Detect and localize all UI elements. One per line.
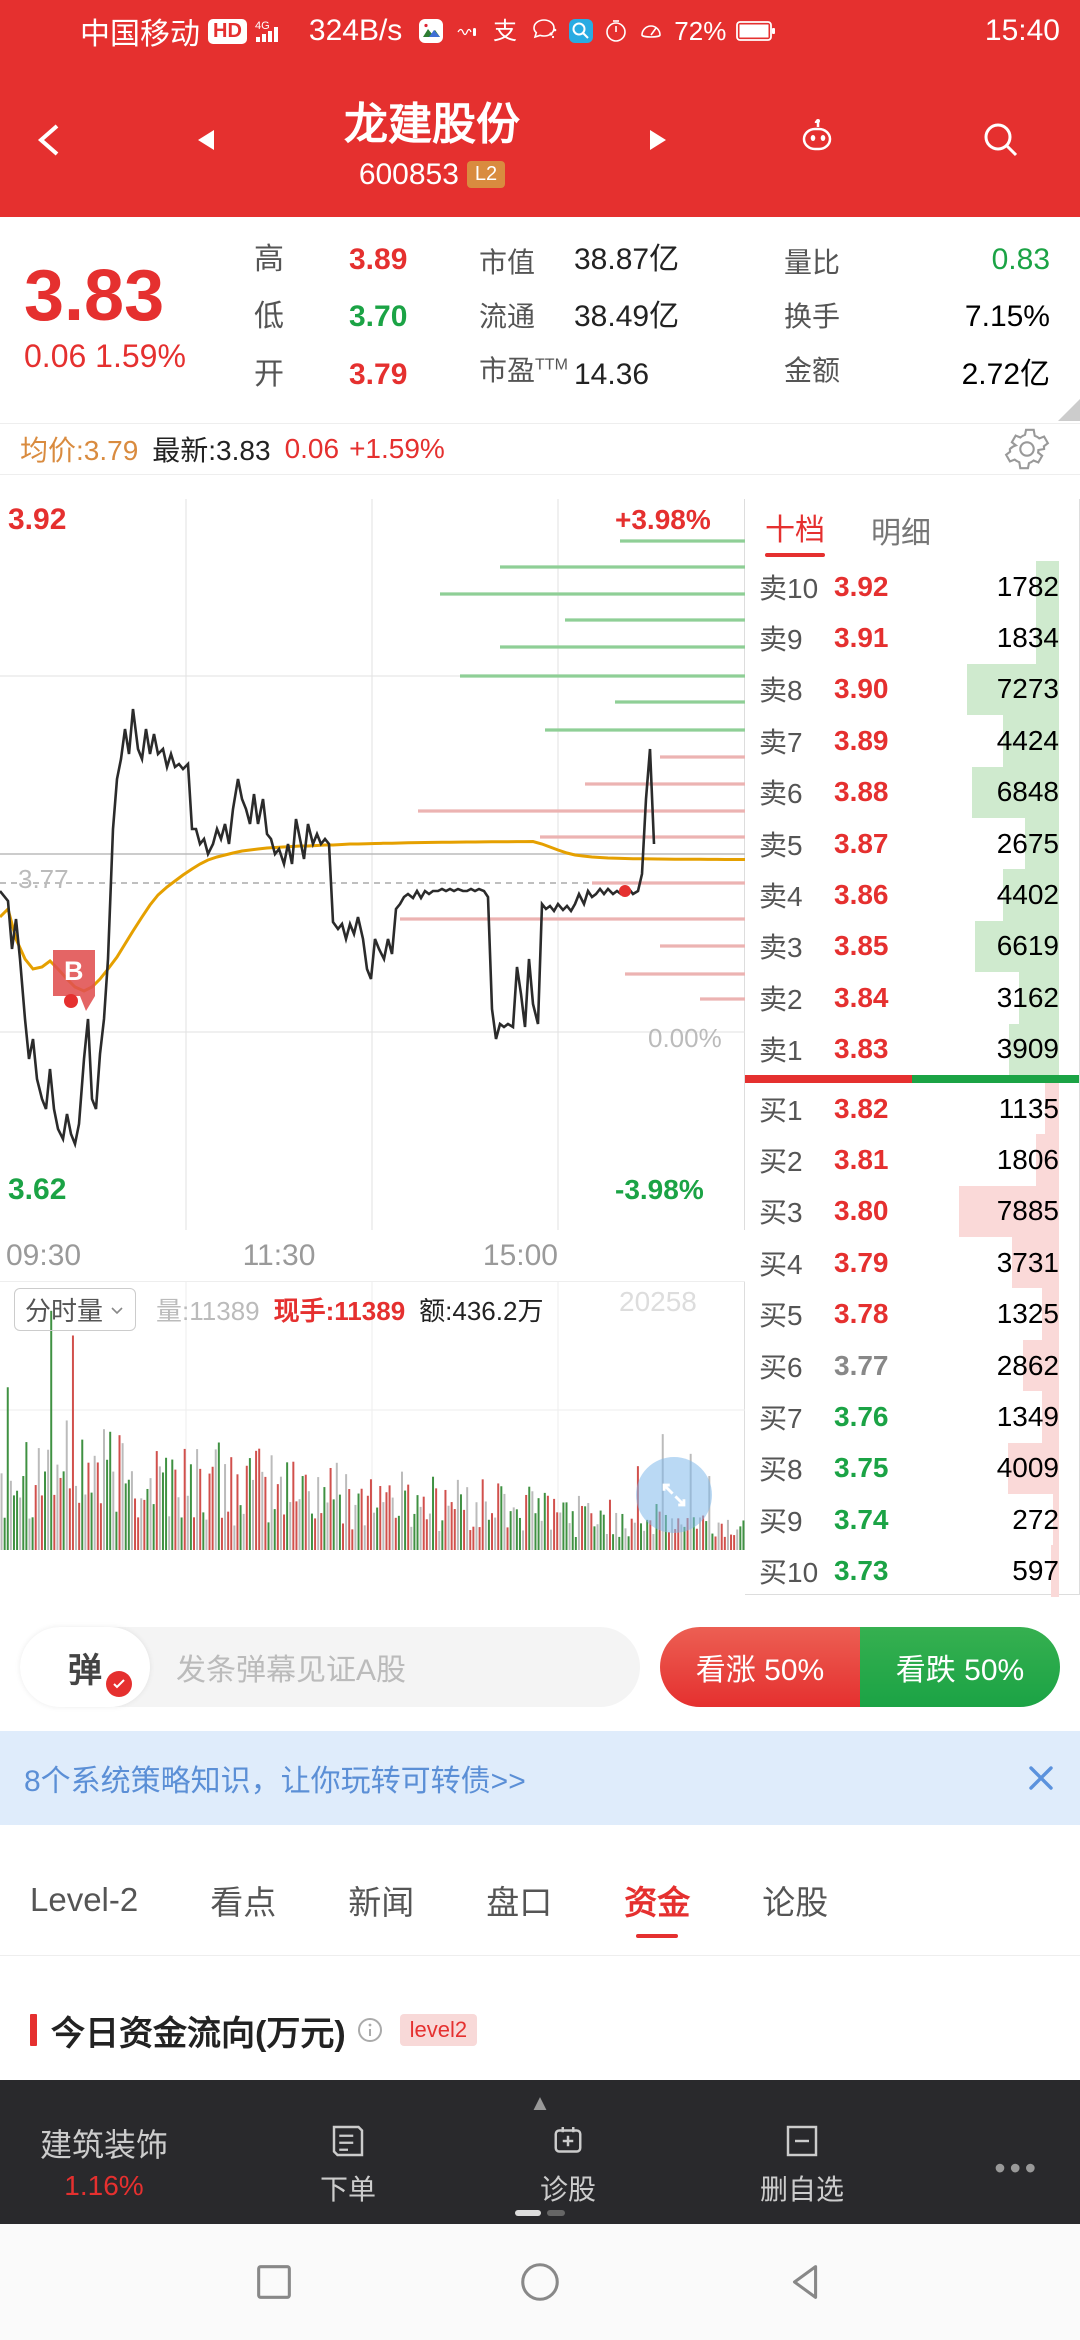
svg-text:支: 支 bbox=[493, 18, 517, 45]
svg-text:4G: 4G bbox=[255, 20, 270, 32]
svg-text:+3.98%: +3.98% bbox=[615, 504, 711, 535]
svg-text:3.77: 3.77 bbox=[18, 864, 69, 894]
svg-text:0.00%: 0.00% bbox=[648, 1023, 722, 1053]
svg-text:-3.98%: -3.98% bbox=[615, 1174, 704, 1205]
svg-text:3.92: 3.92 bbox=[8, 503, 66, 536]
svg-text:3.62: 3.62 bbox=[8, 1173, 66, 1206]
svg-text:B: B bbox=[64, 956, 84, 986]
